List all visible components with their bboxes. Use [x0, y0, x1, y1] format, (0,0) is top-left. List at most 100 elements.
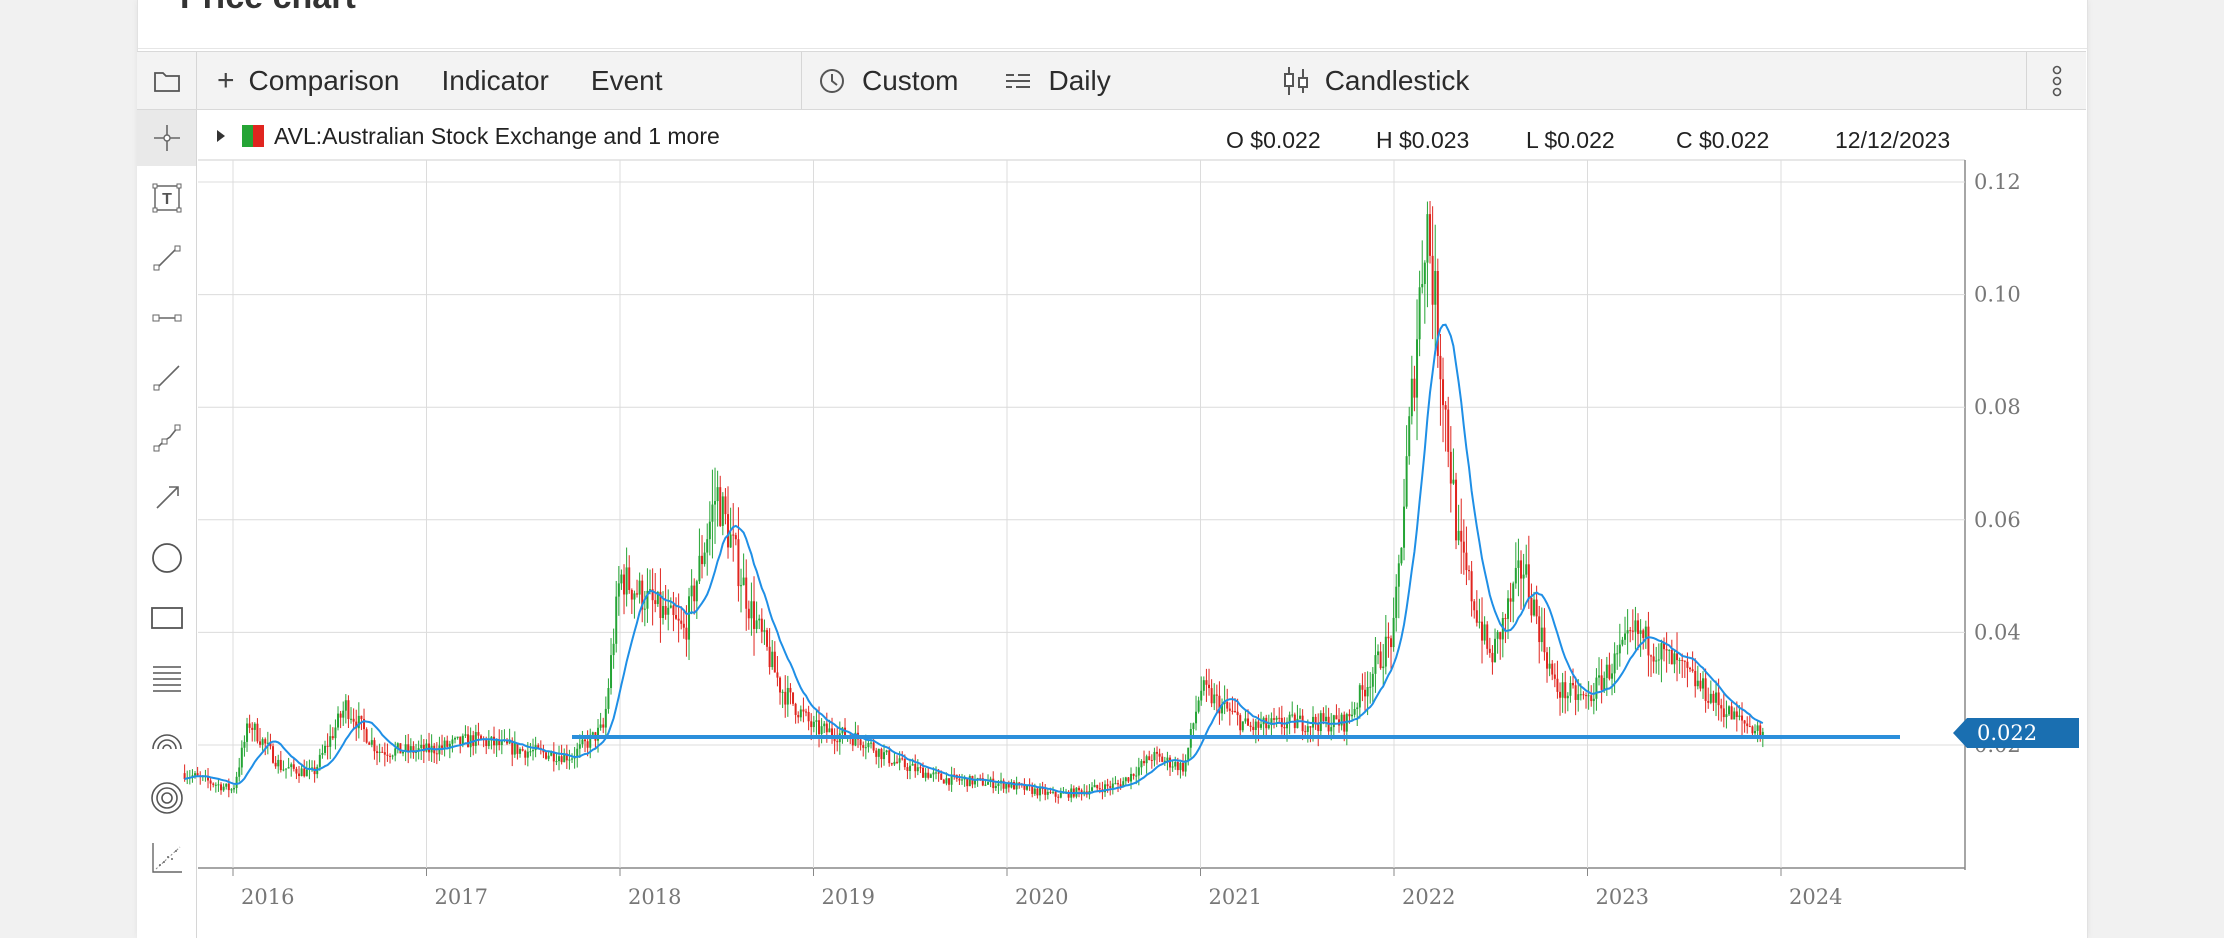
candle-body	[1574, 685, 1577, 700]
candle-body	[459, 736, 462, 745]
candle-body	[1200, 690, 1203, 701]
candle-body	[321, 752, 324, 755]
candle-body	[984, 784, 987, 786]
ohlc-open: O $0.022	[1226, 127, 1321, 153]
text-tool[interactable]: T	[137, 170, 196, 226]
arc-tool[interactable]	[137, 710, 196, 766]
ohlc-high: H $0.023	[1376, 127, 1470, 153]
candle-body	[958, 778, 961, 781]
candle-body	[654, 600, 657, 605]
candle-body	[1096, 785, 1099, 789]
ray-line-tool[interactable]	[137, 350, 196, 406]
candle-body	[1046, 791, 1049, 795]
scatter-tool[interactable]	[137, 830, 196, 886]
candle-body	[875, 750, 878, 757]
candle-body	[906, 767, 909, 772]
fib-levels-tool[interactable]	[137, 650, 196, 706]
candle-body	[409, 746, 412, 752]
candle-body	[755, 620, 758, 629]
candle-body	[898, 758, 901, 763]
plus-icon: +	[217, 63, 235, 97]
candle-body	[209, 780, 212, 784]
candle-body	[513, 743, 516, 755]
candle-body	[1260, 724, 1263, 728]
candle-body	[1098, 788, 1101, 790]
candle-body	[1637, 620, 1640, 634]
chart-type-button[interactable]: Candlestick	[1281, 52, 1469, 109]
candle-body	[1163, 760, 1166, 762]
candle-body	[1257, 721, 1260, 728]
indicator-button[interactable]: Indicator	[441, 52, 548, 109]
candle-body	[1254, 721, 1257, 731]
candle-body	[893, 761, 896, 765]
polyline-tool[interactable]	[137, 410, 196, 466]
circle-icon	[151, 543, 182, 573]
candle-body	[1691, 669, 1694, 671]
comparison-button[interactable]: + Comparison	[217, 52, 399, 109]
y-tick-label: 0.08	[1974, 395, 2021, 419]
candle-body	[269, 742, 272, 747]
x-tick-label: 2017	[435, 885, 488, 909]
candle-body	[1678, 659, 1681, 661]
expand-triangle-icon[interactable]	[214, 128, 228, 144]
svg-text:T: T	[162, 191, 172, 208]
line-segment-tool[interactable]	[137, 230, 196, 286]
crosshair-icon	[153, 125, 180, 151]
candle-body	[1442, 379, 1445, 406]
ohlc-low: L $0.022	[1526, 127, 1615, 153]
candle-body	[422, 744, 425, 752]
candle-body	[698, 555, 701, 582]
concentric-circles-tool[interactable]	[137, 770, 196, 826]
candle-body	[1106, 784, 1109, 787]
custom-range-button[interactable]: Custom	[818, 52, 958, 109]
candle-body	[961, 779, 964, 781]
candle-body	[1104, 784, 1107, 793]
candle-body	[825, 723, 828, 733]
candle-body	[1488, 648, 1491, 653]
candle-body	[194, 773, 197, 776]
candle-body	[919, 767, 922, 769]
candle-body	[1374, 655, 1377, 674]
candle-body	[599, 724, 602, 728]
horizontal-segment-tool[interactable]	[137, 290, 196, 346]
candle-body	[1052, 791, 1055, 793]
candle-body	[402, 751, 405, 754]
candle-body	[815, 720, 818, 722]
candle-body	[326, 745, 329, 747]
arrow-line-tool[interactable]	[137, 470, 196, 526]
candle-body	[1686, 661, 1689, 668]
candle-body	[721, 496, 724, 526]
circle-tool[interactable]	[137, 530, 196, 586]
y-tick-label: 0.06	[1974, 508, 2021, 532]
candle-body	[1457, 530, 1460, 541]
more-options-button[interactable]	[2026, 52, 2086, 109]
ray-line-icon	[153, 365, 180, 391]
series-legend[interactable]: AVL:Australian Stock Exchange and 1 more	[198, 118, 720, 154]
candle-body	[1270, 718, 1273, 726]
candle-body	[1353, 709, 1356, 715]
event-button[interactable]: Event	[591, 52, 663, 109]
candle-body	[303, 768, 306, 777]
crosshair-tool[interactable]	[137, 110, 196, 166]
candle-body	[916, 767, 919, 772]
candle-body	[438, 745, 441, 755]
candle-body	[183, 773, 186, 780]
candle-body	[1535, 599, 1538, 617]
candle-body	[963, 778, 966, 780]
candle-body	[1465, 552, 1468, 571]
candle-body	[1689, 667, 1692, 670]
candle-body	[636, 593, 639, 595]
folder-button[interactable]	[137, 52, 197, 109]
candle-body	[1676, 653, 1679, 661]
candle-body	[623, 574, 626, 595]
candle-body	[1150, 760, 1153, 762]
polyline-icon	[153, 424, 180, 452]
candle-body	[1130, 773, 1133, 782]
rectangle-tool[interactable]	[137, 590, 196, 646]
candle-body	[641, 580, 644, 610]
interval-daily-button[interactable]: Daily	[1004, 52, 1111, 109]
candle-body	[711, 504, 714, 522]
candle-body	[727, 514, 730, 548]
candle-body	[238, 767, 241, 777]
